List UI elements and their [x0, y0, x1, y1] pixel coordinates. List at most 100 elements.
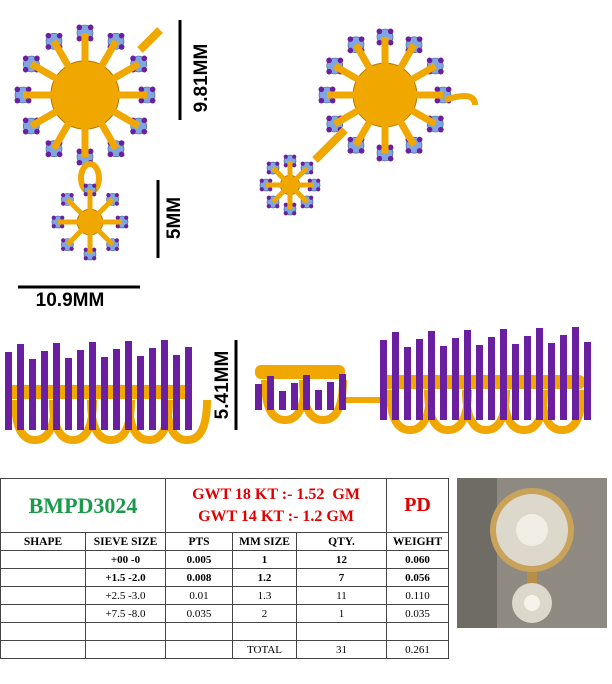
cell: 0.261	[386, 640, 450, 659]
side-prong	[440, 346, 447, 420]
side-prong	[524, 336, 531, 420]
column-header: WEIGHT	[386, 532, 450, 551]
cell: 0.008	[165, 568, 234, 587]
cell	[165, 622, 234, 641]
prong	[438, 126, 444, 133]
prong	[22, 128, 29, 135]
prong	[92, 247, 97, 252]
prong	[309, 170, 314, 175]
cell: 1	[232, 550, 298, 569]
prong	[138, 86, 145, 93]
prong	[83, 247, 88, 252]
prong	[22, 117, 29, 124]
gwt-line: GWT 18 KT :- 1.52 GM	[192, 485, 360, 503]
side-prong	[173, 355, 180, 430]
prong	[283, 211, 288, 216]
prong	[266, 195, 271, 200]
prong	[259, 187, 264, 192]
prong	[326, 68, 332, 75]
prong	[69, 246, 74, 251]
cell: 31	[296, 640, 388, 659]
prong	[266, 170, 271, 175]
prong	[60, 215, 65, 220]
cell: 1.3	[232, 586, 298, 605]
prong	[87, 24, 94, 31]
data-row: +7.5 -8.0 0.035 2 1 0.035	[0, 604, 450, 623]
prong	[130, 55, 136, 62]
prong	[329, 97, 336, 104]
prong	[106, 246, 111, 251]
column-header: QTY.	[296, 532, 388, 551]
side-prong	[89, 342, 96, 430]
side-prong	[41, 351, 48, 430]
prong	[118, 44, 125, 50]
prong	[22, 66, 29, 73]
side-prong	[380, 340, 387, 420]
prong	[318, 97, 325, 104]
gold-spoke	[333, 91, 387, 128]
gold-spoke	[288, 183, 309, 204]
prong	[376, 155, 383, 162]
prong	[118, 140, 125, 146]
prong	[376, 39, 383, 46]
cell	[296, 622, 388, 641]
prong	[60, 224, 65, 229]
gold-spoke	[333, 62, 387, 99]
prong	[51, 215, 56, 220]
prong	[337, 57, 344, 64]
cell: 7	[296, 568, 388, 587]
side-prong	[17, 344, 24, 430]
side-prong	[255, 384, 262, 410]
prong	[22, 55, 29, 62]
prong	[14, 86, 21, 93]
prong	[405, 36, 412, 42]
prong	[141, 55, 148, 62]
side-prong	[500, 329, 507, 420]
dimension-label: 5MM	[164, 197, 185, 239]
prong	[61, 238, 66, 243]
prong	[107, 151, 114, 158]
prong	[14, 97, 21, 104]
prong	[56, 151, 63, 158]
prong	[283, 154, 288, 159]
drawings: 9.81MM 5MM 10.9MM 5.41MM	[5, 20, 591, 445]
cell: +00 -0	[84, 550, 167, 569]
gold-spoke	[83, 60, 141, 99]
product-code: BMPD3024	[0, 478, 167, 533]
cell: 1.2	[232, 568, 298, 587]
side-prong	[113, 349, 120, 430]
cell: +2.5 -3.0	[84, 586, 167, 605]
side-prong	[512, 344, 519, 420]
gold-spoke	[381, 93, 418, 147]
prong	[309, 204, 314, 209]
side-prong	[416, 339, 423, 420]
prong	[300, 204, 305, 209]
prong	[115, 215, 120, 220]
prong	[292, 163, 297, 168]
prong	[149, 86, 156, 93]
prong	[326, 126, 332, 133]
prong	[416, 148, 423, 154]
dimension-label: 5.41MM	[212, 351, 233, 420]
link	[312, 127, 348, 163]
gold-spoke	[88, 220, 115, 247]
cell: +7.5 -8.0	[84, 604, 167, 623]
side-prong	[404, 347, 411, 420]
prong	[141, 66, 148, 73]
prong	[83, 183, 88, 188]
gold-spoke	[29, 91, 87, 130]
prong	[300, 161, 305, 166]
prong	[387, 28, 394, 35]
prong	[376, 28, 383, 35]
prong	[405, 148, 412, 154]
prong	[51, 224, 56, 229]
prong	[114, 246, 119, 251]
cell: 2	[232, 604, 298, 623]
cell: 11	[296, 586, 388, 605]
prong	[106, 193, 111, 198]
product-photo	[457, 478, 607, 628]
prong	[347, 136, 354, 143]
prong	[426, 126, 433, 133]
prong	[34, 128, 40, 135]
data-row: +2.5 -3.0 0.01 1.3 11 0.110	[0, 586, 450, 605]
